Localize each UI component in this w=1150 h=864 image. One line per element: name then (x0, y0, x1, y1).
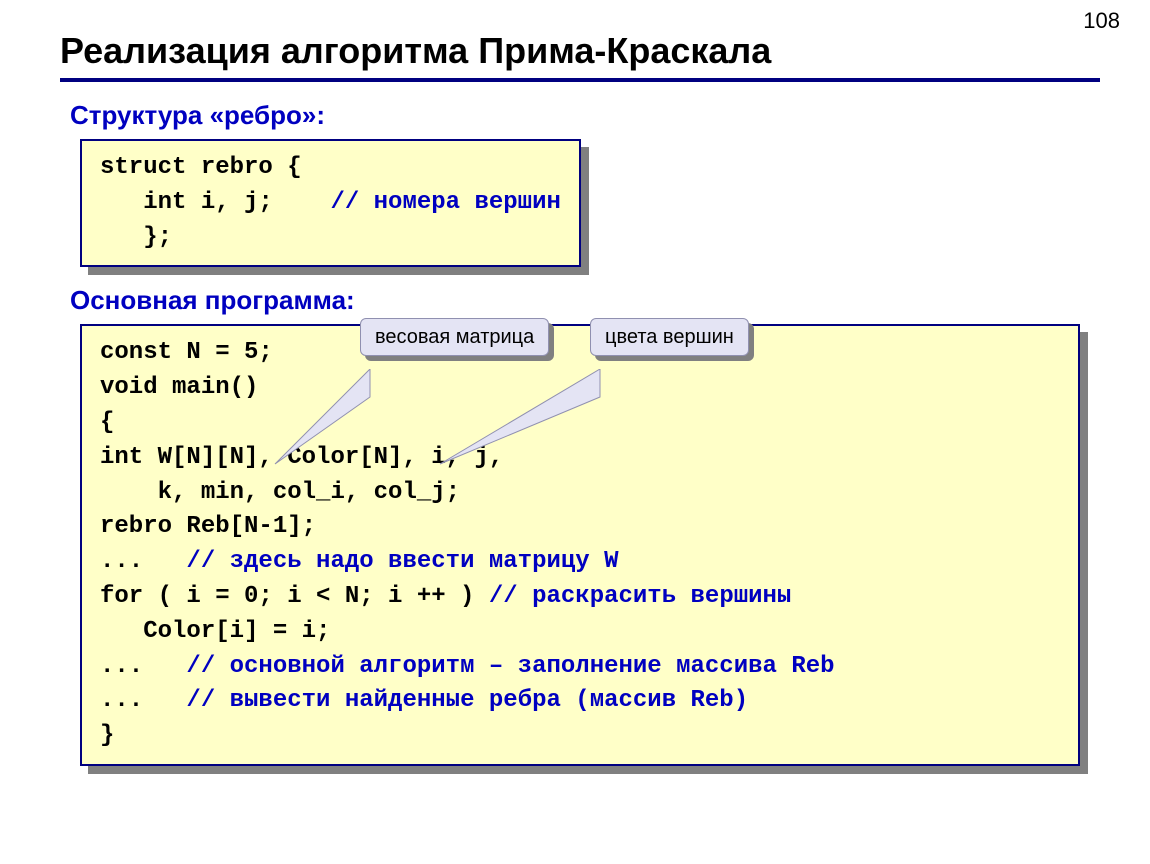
code-line: Color[i] = i; (100, 618, 330, 645)
slide-page: 108 Реализация алгоритма Прима-Краскала … (0, 0, 1150, 864)
code-comment: // здесь надо ввести матрицу W (186, 548, 618, 575)
code-line: ... (100, 653, 186, 680)
title-underline (60, 78, 1100, 82)
code-comment: // основной алгоритм – заполнение массив… (186, 653, 834, 680)
code-line: rebro Reb[N-1]; (100, 513, 316, 540)
code-box-struct-wrapper: struct rebro { int i, j; // номера верши… (80, 139, 581, 267)
code-line: int i, j; (100, 189, 330, 216)
code-comment: // раскрасить вершины (489, 583, 791, 610)
code-line: for ( i = 0; i < N; i ++ ) (100, 583, 489, 610)
callout-vertex-colors: цвета вершин (590, 318, 749, 356)
code-line: const N = 5; (100, 339, 273, 366)
code-line: }; (100, 224, 172, 251)
code-box-struct: struct rebro { int i, j; // номера верши… (80, 139, 581, 267)
callout-tail-icon (270, 369, 380, 469)
code-comment: // номера вершин (330, 189, 560, 216)
code-line: struct rebro { (100, 154, 302, 181)
callout-label: весовая матрица (360, 318, 549, 356)
callout-label: цвета вершин (590, 318, 749, 356)
callout-weight-matrix: весовая матрица (360, 318, 549, 356)
code-line: ... (100, 548, 186, 575)
code-line: void main() (100, 374, 258, 401)
code-line: } (100, 722, 114, 749)
callout-tail-icon (435, 369, 610, 469)
main-code-area: весовая матрица цвета вершин const N = 5… (60, 324, 1100, 766)
page-number: 108 (1083, 8, 1120, 34)
code-line: ... (100, 687, 186, 714)
section-label-struct: Структура «ребро»: (70, 100, 1100, 131)
slide-title: Реализация алгоритма Прима-Краскала (60, 30, 1100, 72)
code-line: k, min, col_i, col_j; (100, 479, 460, 506)
code-comment: // вывести найденные ребра (массив Reb) (186, 687, 748, 714)
code-line: { (100, 409, 114, 436)
section-label-main: Основная программа: (70, 285, 1100, 316)
